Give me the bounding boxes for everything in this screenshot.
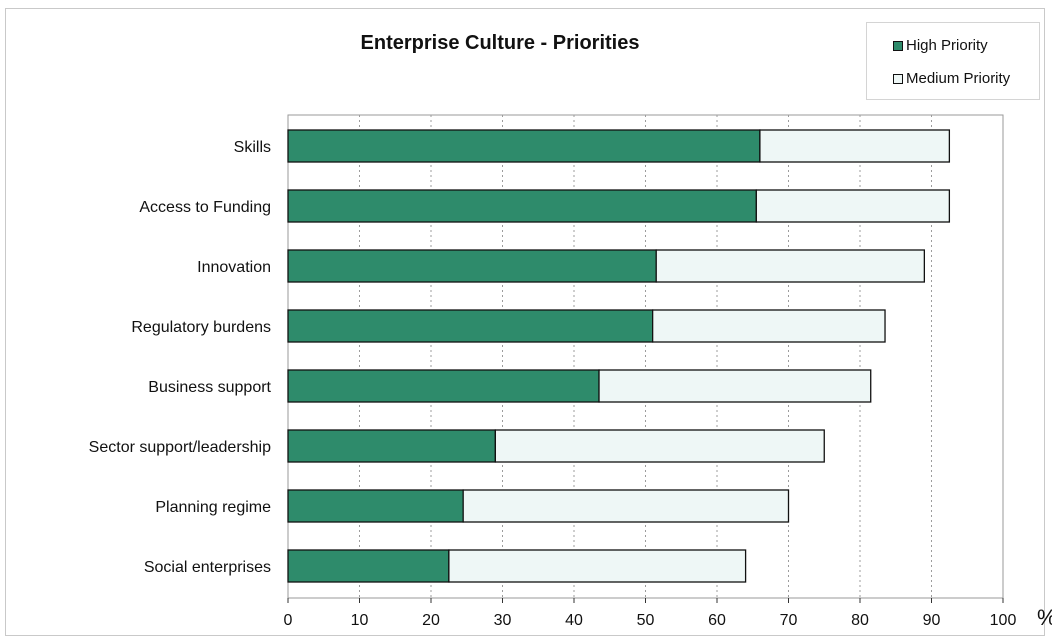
- category-label: Sector support/leadership: [89, 439, 271, 456]
- x-tick-label: 50: [637, 612, 655, 629]
- x-tick-label: 40: [565, 612, 583, 629]
- x-tick-label: 90: [923, 612, 941, 629]
- bar-medium-priority: [652, 309, 886, 343]
- x-tick-label: 30: [494, 612, 512, 629]
- bar-high-priority: [287, 549, 450, 583]
- x-tick-label: 70: [780, 612, 798, 629]
- bar-medium-priority: [655, 249, 925, 283]
- legend-swatch-medium-priority: [893, 73, 903, 84]
- bar-high-priority: [287, 249, 657, 283]
- x-tick-label: 100: [990, 612, 1017, 629]
- chart-frame: [5, 8, 1045, 636]
- x-tick-label: 10: [351, 612, 369, 629]
- x-tick-label: 20: [422, 612, 440, 629]
- bar-medium-priority: [448, 549, 747, 583]
- bar-medium-priority: [462, 489, 790, 523]
- bar-high-priority: [287, 369, 600, 403]
- category-label: Planning regime: [155, 499, 271, 516]
- bar-high-priority: [287, 189, 757, 223]
- x-tick-label: 0: [284, 612, 293, 629]
- bar-medium-priority: [755, 189, 951, 223]
- bar-medium-priority: [598, 369, 872, 403]
- legend-item-medium-priority: Medium Priority: [893, 70, 1010, 87]
- legend-label-high-priority: High Priority: [906, 37, 988, 54]
- category-label: Social enterprises: [144, 559, 271, 576]
- bar-medium-priority: [759, 129, 951, 163]
- bar-medium-priority: [494, 429, 825, 463]
- bar-high-priority: [287, 309, 654, 343]
- x-unit-label: %: [1037, 605, 1052, 630]
- category-label: Regulatory burdens: [131, 319, 271, 336]
- category-label: Access to Funding: [139, 199, 271, 216]
- x-tick-label: 60: [708, 612, 726, 629]
- category-label: Innovation: [197, 259, 271, 276]
- category-label: Business support: [148, 379, 271, 396]
- x-tick-label: 80: [851, 612, 869, 629]
- bar-high-priority: [287, 129, 761, 163]
- bar-high-priority: [287, 429, 497, 463]
- legend-swatch-high-priority: [893, 40, 903, 51]
- chart-title: Enterprise Culture - Priorities: [360, 32, 640, 54]
- category-label: Skills: [234, 139, 271, 156]
- bar-high-priority: [287, 489, 464, 523]
- legend-label-medium-priority: Medium Priority: [906, 70, 1011, 87]
- legend-item-high-priority: High Priority: [893, 37, 988, 54]
- chart-legend: High Priority Medium Priority: [866, 22, 1040, 100]
